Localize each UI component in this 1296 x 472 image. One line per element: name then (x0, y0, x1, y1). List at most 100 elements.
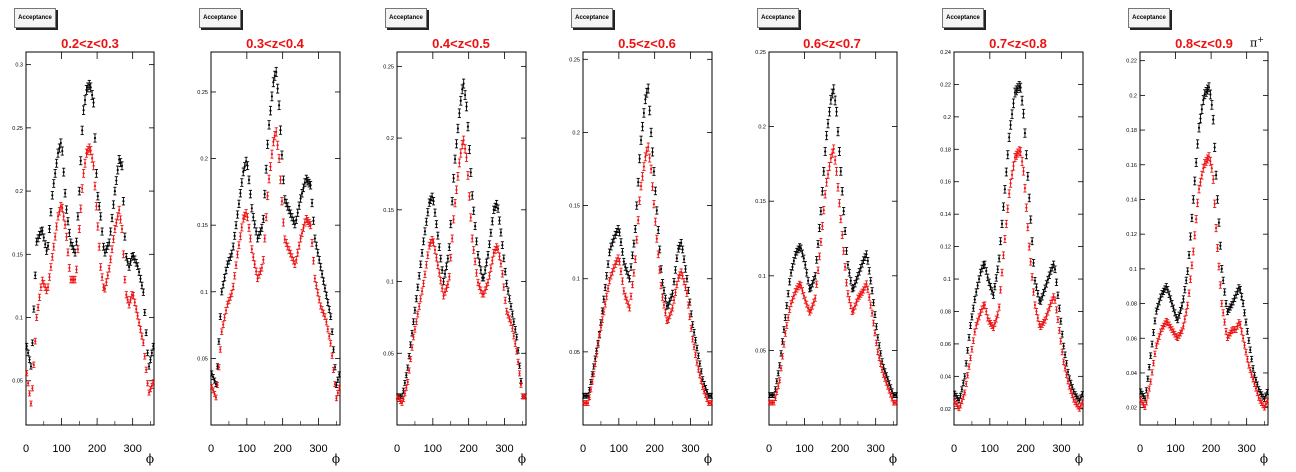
data-point (622, 260, 625, 263)
data-point (422, 240, 425, 243)
data-point (599, 326, 603, 329)
data-point (705, 390, 709, 393)
data-point (239, 235, 242, 238)
data-point (299, 237, 302, 240)
data-point (710, 394, 713, 397)
data-point (463, 147, 467, 150)
data-point (315, 284, 318, 287)
data-point (472, 248, 475, 252)
data-point (325, 294, 328, 297)
y-tick-label: 0.25 (755, 50, 766, 56)
data-point (586, 401, 590, 405)
data-point (664, 311, 667, 314)
data-point (1207, 86, 1211, 89)
data-point (55, 225, 58, 228)
data-point (448, 275, 451, 278)
data-point (110, 248, 114, 251)
data-point (112, 238, 115, 241)
data-point (662, 289, 666, 292)
data-point (432, 200, 435, 203)
data-point (38, 296, 41, 299)
data-point (1000, 271, 1004, 274)
data-point (972, 339, 975, 342)
data-point (858, 295, 861, 298)
data-point (879, 352, 882, 355)
x-tick-label: 100 (52, 443, 70, 455)
y-tick-label: 0.02 (1126, 406, 1137, 412)
data-point (472, 209, 475, 212)
red-series (396, 135, 527, 406)
data-point (657, 228, 660, 232)
data-point (1203, 93, 1206, 96)
data-point (629, 295, 633, 298)
data-point (1056, 294, 1060, 297)
data-point (65, 235, 68, 238)
data-point (865, 253, 868, 256)
data-point (839, 218, 842, 221)
data-point (239, 192, 242, 195)
data-point (214, 396, 218, 399)
data-point (62, 171, 65, 174)
data-point (484, 268, 487, 272)
data-point (834, 99, 837, 102)
data-point (856, 297, 859, 300)
data-point (488, 274, 491, 277)
data-point (504, 299, 507, 302)
data-point (865, 282, 868, 286)
y-tick-label: 0.2 (15, 189, 23, 195)
data-point (418, 305, 421, 308)
data-point (313, 277, 317, 280)
data-point (1253, 374, 1256, 377)
data-point (1045, 282, 1048, 286)
data-point (619, 270, 623, 273)
data-point (843, 265, 847, 268)
data-point (838, 202, 841, 205)
data-point (1239, 288, 1242, 291)
data-point (868, 269, 871, 272)
data-point (66, 251, 70, 254)
y-tick-label: 0.08 (1126, 302, 1137, 308)
data-point (1202, 98, 1205, 102)
data-point (814, 297, 817, 300)
data-point (449, 256, 452, 259)
data-point (240, 226, 243, 229)
data-point (247, 178, 251, 181)
y-tick-label: 0.1 (200, 290, 208, 296)
data-point (137, 270, 141, 274)
data-point (466, 174, 470, 177)
data-point (1150, 342, 1154, 346)
data-point (815, 283, 818, 286)
data-point (412, 335, 415, 339)
data-point (1036, 316, 1039, 320)
y-tick-label: 0.15 (383, 208, 394, 214)
x-tick-label: 300 (681, 443, 699, 455)
y-tick-label: 0.15 (569, 204, 580, 210)
y-tick-label: 0.2 (1129, 93, 1137, 99)
data-point (807, 307, 810, 310)
data-point (112, 203, 115, 206)
data-point (453, 158, 457, 161)
data-point (815, 258, 818, 261)
data-point (34, 340, 37, 343)
data-point (1058, 329, 1061, 332)
data-point (419, 297, 422, 300)
data-point (1008, 136, 1011, 139)
data-point (456, 127, 460, 130)
data-point (660, 284, 663, 287)
black-series (396, 78, 527, 400)
data-point (468, 195, 471, 198)
data-point (100, 230, 104, 233)
data-point (250, 207, 253, 210)
y-tick-label: 0.02 (940, 407, 951, 413)
data-point (1197, 126, 1201, 129)
data-point (78, 227, 81, 231)
data-point (402, 398, 405, 401)
data-point (277, 104, 281, 107)
data-point (51, 255, 54, 258)
x-tick-label: 100 (981, 443, 999, 455)
data-point (983, 263, 986, 266)
data-point (687, 303, 690, 307)
data-point (223, 276, 226, 279)
data-point (410, 346, 414, 349)
data-point (618, 231, 621, 234)
